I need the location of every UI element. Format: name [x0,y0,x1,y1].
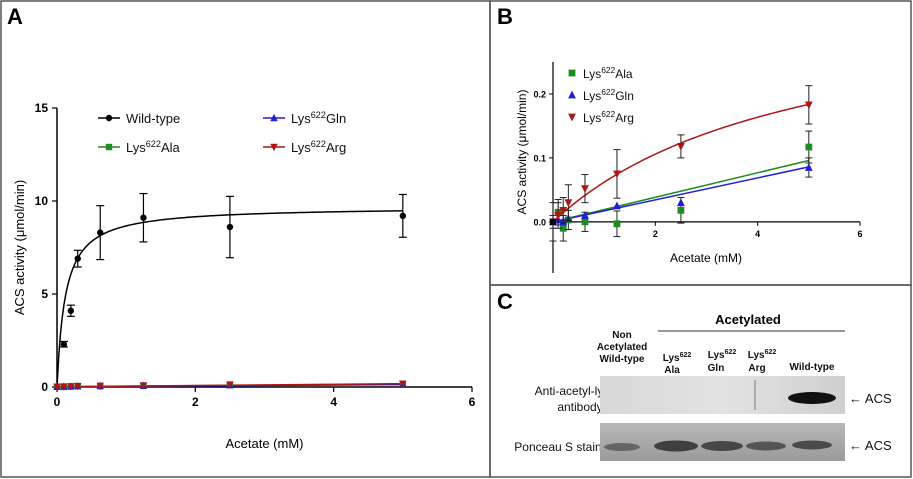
chart-b-point [581,218,589,226]
chart-a-legend-marker [270,113,278,122]
chart-b-point [613,201,621,210]
chart-a-point [60,341,68,348]
chart-a-point [60,383,68,391]
chart-b-y-tick-label: 0.2 [533,89,546,99]
lane-label-nonacetylated-1: Non [612,330,631,341]
panel-a-label: A [7,4,23,29]
chart-a-legend-label: Lys622Gln [291,110,346,126]
lane-label-gln-2: Gln [708,363,725,374]
chart-a-y-tick-label: 5 [41,287,48,301]
chart-b-point [805,143,813,151]
chart-a-point [399,380,407,388]
chart-b-legend-label: Lys622Arg [583,109,634,125]
chart-b-point [677,143,685,151]
chart-b-legend-marker [568,69,576,77]
chart-a-y-tick-label: 15 [35,101,49,115]
chart-a-point [67,307,75,314]
chart-a-point [74,255,81,262]
chart-b-point [677,206,685,214]
chart-b: 2 4 6 0.0 0.1 0.2 Acetate (mM) ACS activity (μm… [515,62,863,273]
lane-label-arg-1: Lys622 [748,349,777,361]
chart-a-y-label: ACS activity (μmol/min) [12,180,27,315]
lane-label-ala-1: Lys622 [663,352,692,364]
western-blot: Acetylated Non Acetylated Wild-type Lys6… [514,312,892,461]
lane-label-gln-1: Lys622 [708,349,737,361]
chart-b-point [804,163,813,171]
chart-b-point [554,212,563,220]
chart-a-y-tick-label: 10 [35,194,49,208]
chart-b-origin-point [550,218,556,225]
chart-a-x-tick-label: 2 [192,395,199,409]
panel-c-label: C [497,289,513,314]
chart-a-legend-marker [105,114,113,122]
chart-b-point [804,101,813,110]
chart-b-y-tick-label: 0.1 [533,153,546,163]
lane-label-arg-2: Arg [748,363,765,374]
chart-b-point [613,170,621,179]
chart-a-point [67,383,75,391]
chart-b-point [581,211,589,219]
row-label-antibody-2: antibody [557,400,602,414]
chart-a-legend-marker [270,143,278,152]
chart-a-point [96,382,104,391]
chart-b-legend-marker [568,90,576,99]
chart-a-x-tick-label: 6 [469,395,476,409]
chart-a-point [139,382,148,390]
panel-b-label: B [497,4,513,29]
chart-a-legend-label: Lys622Arg [291,139,346,155]
lane-label-nonacetylated-3: Wild-type [600,354,645,365]
chart-b-y-label: ACS activity (μmol/min) [515,90,529,215]
blot-2-band-wildtype [792,440,832,450]
chart-a-y-tick-label: 0 [41,380,48,394]
blot-2-band-ala [654,440,698,452]
chart-a-point [399,212,407,220]
blot-2-band-arg [746,441,786,451]
blot-1-band-wildtype [788,392,836,404]
chart-b-point [677,198,685,207]
chart-b-legend-label: Lys622Ala [583,65,633,81]
chart-a-legend-label: Wild-type [126,111,180,126]
blot-2-band-nonacetylated [604,443,640,451]
chart-b-legend-label: Lys622Gln [583,87,634,103]
lane-label-ala-2: Ala [664,365,680,376]
arrow-label-acs-2: ← ACS [849,438,892,453]
chart-a-point [97,229,104,236]
chart-a-point [53,383,61,392]
chart-b-fit-line [552,159,810,223]
blot-1-artifact [754,380,756,410]
chart-a-x-label: Acetate (mM) [225,436,303,451]
chart-b-point [559,224,567,232]
row-label-ponceau: Ponceau S stain [514,440,601,454]
panel-c-border [489,284,912,478]
blot-2-band-gln [701,441,743,451]
chart-a-legend-label: Lys622Ala [126,139,180,155]
chart-b-x-tick-label: 4 [755,229,760,239]
chart-a-point [226,381,234,389]
chart-b-fit-line [552,166,809,223]
chart-a-point [140,214,147,221]
chart-b-point [581,185,589,193]
chart-b-x-tick-label: 6 [857,229,862,239]
chart-a-point [74,382,82,391]
lane-label-nonacetylated-2: Acetylated [597,342,648,353]
chart-a-point [226,223,234,231]
chart-b-point [613,220,621,228]
chart-b-point [564,199,573,208]
chart-b-legend-marker [568,113,576,122]
chart-a-x-tick-label: 4 [330,395,337,409]
chart-b-x-label: Acetate (mM) [670,251,742,265]
chart-a-x-tick-label: 0 [54,395,61,409]
chart-a: 0 2 4 6 0 5 10 15 Acetate (mM) ACS activity (μmol… [12,101,476,451]
chart-b-point [559,206,568,215]
chart-b-y-tick-label: 0.0 [533,217,546,227]
chart-a-legend-marker [105,143,113,151]
chart-b-x-tick-label: 2 [653,229,658,239]
lane-label-wildtype: Wild-type [790,362,835,373]
panel-a-border [0,0,491,478]
arrow-label-acs-1: ← ACS [849,391,892,406]
acetylated-header: Acetylated [715,312,781,327]
